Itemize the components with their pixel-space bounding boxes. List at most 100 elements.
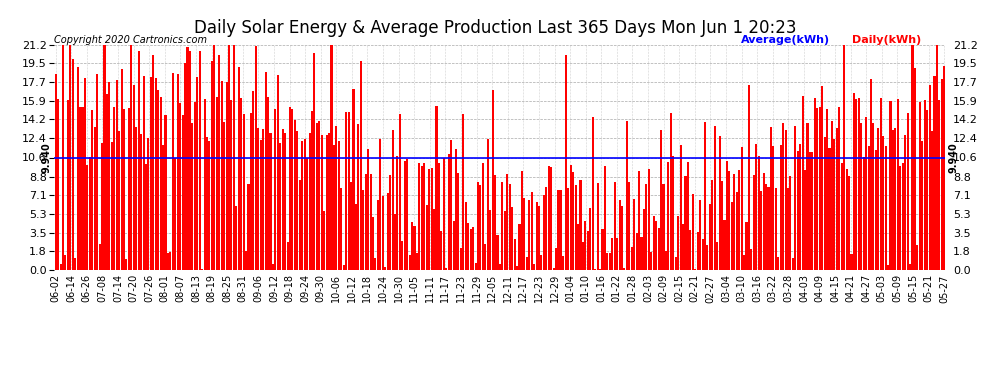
Bar — [824, 137, 826, 270]
Bar — [57, 99, 59, 270]
Bar — [414, 226, 416, 270]
Bar — [281, 129, 284, 270]
Bar — [755, 144, 757, 270]
Bar — [233, 45, 235, 270]
Bar — [364, 174, 366, 270]
Bar — [641, 237, 643, 270]
Bar — [509, 184, 511, 270]
Bar — [362, 190, 364, 270]
Bar — [624, 268, 626, 270]
Bar — [236, 206, 238, 270]
Bar — [311, 111, 313, 270]
Bar — [775, 188, 777, 270]
Bar — [843, 45, 845, 270]
Bar — [594, 269, 596, 270]
Bar — [506, 174, 508, 270]
Bar — [426, 205, 428, 270]
Bar — [692, 194, 694, 270]
Bar — [752, 175, 754, 270]
Bar — [384, 267, 386, 270]
Bar — [209, 141, 211, 270]
Bar — [374, 258, 376, 270]
Bar — [441, 231, 443, 270]
Bar — [323, 211, 326, 270]
Bar — [529, 200, 531, 270]
Bar — [54, 74, 56, 270]
Bar — [167, 253, 169, 270]
Bar — [848, 176, 850, 270]
Bar — [462, 114, 464, 270]
Bar — [148, 138, 149, 270]
Bar — [96, 74, 98, 270]
Bar — [484, 244, 486, 270]
Bar — [919, 102, 921, 270]
Bar — [655, 221, 657, 270]
Bar — [404, 161, 406, 270]
Bar — [179, 103, 181, 270]
Bar — [577, 224, 579, 270]
Bar — [787, 188, 789, 270]
Bar — [567, 188, 569, 270]
Bar — [91, 110, 93, 270]
Bar — [181, 115, 183, 270]
Bar — [443, 158, 445, 270]
Bar — [301, 141, 303, 270]
Bar — [862, 158, 864, 270]
Bar — [557, 190, 559, 270]
Bar — [272, 264, 274, 270]
Bar — [831, 122, 833, 270]
Bar — [118, 131, 120, 270]
Bar — [897, 99, 899, 270]
Bar — [726, 161, 728, 270]
Bar — [745, 222, 747, 270]
Bar — [421, 165, 423, 270]
Bar — [531, 192, 533, 270]
Bar — [341, 188, 343, 270]
Bar — [477, 182, 479, 270]
Bar — [711, 180, 714, 270]
Bar — [929, 85, 931, 270]
Bar — [582, 242, 584, 270]
Bar — [350, 182, 352, 270]
Bar — [379, 139, 381, 270]
Bar — [199, 51, 201, 270]
Bar — [687, 162, 689, 270]
Bar — [194, 102, 196, 270]
Text: Copyright 2020 Cartronics.com: Copyright 2020 Cartronics.com — [54, 35, 208, 45]
Bar — [94, 128, 96, 270]
Bar — [709, 204, 711, 270]
Bar — [246, 251, 248, 270]
Bar — [875, 150, 877, 270]
Bar — [762, 173, 764, 270]
Bar — [318, 120, 321, 270]
Bar — [899, 166, 901, 270]
Bar — [69, 45, 71, 270]
Bar — [304, 138, 306, 270]
Bar — [138, 51, 140, 270]
Bar — [536, 202, 538, 270]
Bar — [904, 135, 906, 270]
Bar — [943, 66, 945, 270]
Bar — [592, 117, 594, 270]
Bar — [186, 47, 188, 270]
Bar — [877, 128, 879, 270]
Bar — [467, 223, 469, 270]
Bar — [562, 256, 564, 270]
Bar — [62, 45, 64, 270]
Bar — [826, 109, 828, 270]
Text: 9.940: 9.940 — [42, 142, 51, 173]
Bar — [538, 206, 541, 270]
Bar — [71, 59, 74, 270]
Bar — [157, 90, 159, 270]
Bar — [794, 126, 796, 270]
Bar — [184, 63, 186, 270]
Bar — [159, 98, 161, 270]
Bar — [131, 45, 133, 270]
Bar — [934, 76, 936, 270]
Bar — [767, 186, 769, 270]
Text: Daily Solar Energy & Average Production Last 365 Days Mon Jun 1 20:23: Daily Solar Energy & Average Production … — [194, 19, 796, 37]
Bar — [294, 120, 296, 270]
Bar — [792, 258, 794, 270]
Bar — [331, 45, 333, 270]
Bar — [584, 220, 586, 270]
